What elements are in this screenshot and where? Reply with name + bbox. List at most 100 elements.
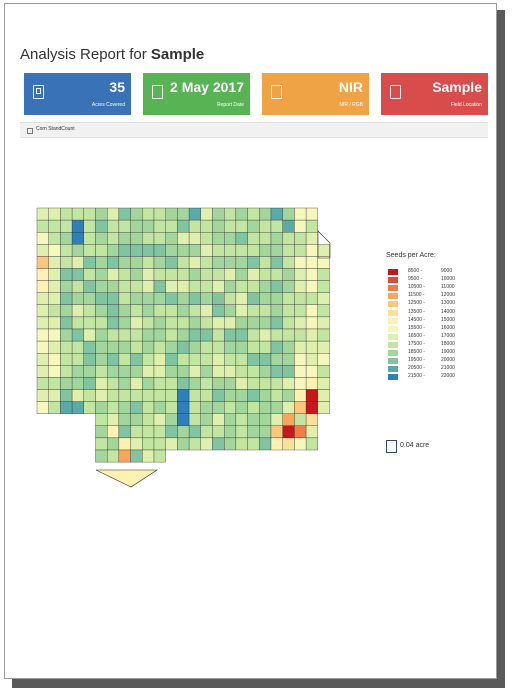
map-grid-cell — [305, 304, 318, 318]
map-grid-cell — [95, 401, 108, 414]
map-grid-cell — [305, 244, 318, 257]
map-grid-cell — [107, 256, 120, 269]
map-grid-cell — [153, 401, 166, 414]
map-grid-cell — [165, 401, 178, 414]
map-grid-cell — [212, 268, 225, 281]
map-grid-cell — [305, 389, 318, 402]
map-grid-cell — [294, 328, 307, 342]
map-grid-cell — [48, 256, 61, 269]
map-grid-cell — [142, 304, 155, 318]
map-grid-cell — [142, 316, 155, 330]
legend-swatch — [388, 374, 398, 381]
map-grid-cell — [282, 219, 295, 233]
map-grid-cell — [142, 244, 155, 257]
map-grid-cell — [36, 316, 49, 330]
map-grid-cell — [107, 437, 120, 451]
map-grid-cell — [48, 280, 61, 293]
map-grid-cell — [317, 401, 330, 414]
map-grid-cell — [153, 449, 166, 463]
map-grid-cell — [130, 365, 143, 378]
map-grid-cell — [294, 268, 307, 281]
map-grid-cell — [235, 244, 248, 257]
legend-swatch — [388, 325, 398, 332]
map-grid-cell — [48, 328, 61, 342]
map-grid-cell — [200, 256, 213, 269]
map-grid-cell — [130, 353, 143, 366]
legend-item: 19500 - 20000 — [388, 357, 498, 366]
map-grid-cell — [142, 340, 155, 354]
map-grid-cell — [130, 425, 143, 439]
map-grid-cell — [200, 280, 213, 293]
title-field-name: Sample — [150, 46, 205, 63]
map-grid-cell — [200, 219, 213, 233]
map-grid-cell — [247, 377, 260, 390]
map-grid-cell — [165, 219, 178, 233]
map-grid-cell — [224, 232, 237, 245]
map-grid-cell — [317, 280, 330, 293]
map-grid-cell — [95, 389, 108, 402]
field-location-card[interactable]: Sample Field Location — [381, 73, 488, 115]
map-grid-cell — [118, 244, 131, 257]
map-grid-cell — [177, 328, 190, 342]
map-grid-cell — [224, 413, 237, 426]
map-grid-cell — [235, 425, 248, 439]
map-grid-cell — [177, 389, 190, 402]
map-grid-cell — [259, 353, 272, 366]
map-grid-cell — [83, 219, 96, 233]
map-grid-cell — [200, 437, 213, 451]
map-grid-cell — [235, 353, 248, 366]
map-grid-cell — [188, 377, 201, 390]
map-grid-cell — [259, 304, 272, 318]
map-grid-cell — [177, 304, 190, 318]
map-grid-cell — [107, 413, 120, 426]
legend-range-low: 10500 - — [408, 284, 425, 291]
map-grid-cell — [235, 256, 248, 269]
map-grid-cell — [83, 207, 96, 221]
map-grid-cell — [305, 353, 318, 366]
map-grid-cell — [118, 449, 131, 463]
legend-range-high: 11000 — [441, 284, 455, 291]
map-grid-cell — [165, 292, 178, 305]
map-grid-cell — [235, 316, 248, 330]
map-grid-cell — [247, 256, 260, 269]
legend-range-high: 22000 — [441, 373, 455, 380]
map-grid-cell — [224, 328, 237, 342]
map-grid-cell — [107, 425, 120, 439]
map-grid-cell — [294, 207, 307, 221]
layer-checkbox[interactable] — [27, 128, 33, 134]
map-grid-cell — [60, 377, 73, 390]
map-grid-cell — [188, 244, 201, 257]
acres-covered-card[interactable]: 35 Acres Covered — [24, 73, 131, 115]
map-grid-cell — [259, 232, 272, 245]
map-grid-cell — [165, 353, 178, 366]
map-grid-cell — [153, 219, 166, 233]
field-boundary-point — [95, 469, 159, 488]
map-grid-cell — [36, 353, 49, 366]
map-grid-cell — [247, 365, 260, 378]
calendar-icon — [152, 85, 163, 99]
map-grid-cell — [48, 316, 61, 330]
map-grid-cell — [71, 328, 84, 342]
map-grid-cell — [48, 340, 61, 354]
imagery-type-card[interactable]: NIR NIR / RGB — [262, 73, 369, 115]
map-grid-cell — [317, 389, 330, 402]
map-grid-cell — [142, 353, 155, 366]
map-grid-cell — [259, 328, 272, 342]
map-grid-cell — [142, 401, 155, 414]
map-grid-cell — [188, 437, 201, 451]
legend-swatch — [388, 269, 398, 275]
map-grid-cell — [107, 316, 120, 330]
map-grid-cell — [36, 304, 49, 318]
map-grid-cell — [107, 304, 120, 318]
map-grid-cell — [224, 256, 237, 269]
map-grid-cell — [188, 268, 201, 281]
map-grid-cell — [95, 256, 108, 269]
map-grid-cell — [200, 389, 213, 402]
legend-range-high: 10000 — [441, 276, 455, 283]
map-grid-cell — [294, 365, 307, 378]
map-grid-cell — [130, 437, 143, 451]
map-grid-cell — [48, 232, 61, 245]
report-date-card[interactable]: 2 May 2017 Report Date — [143, 73, 250, 115]
legend-range-low: 14500 - — [408, 316, 425, 323]
